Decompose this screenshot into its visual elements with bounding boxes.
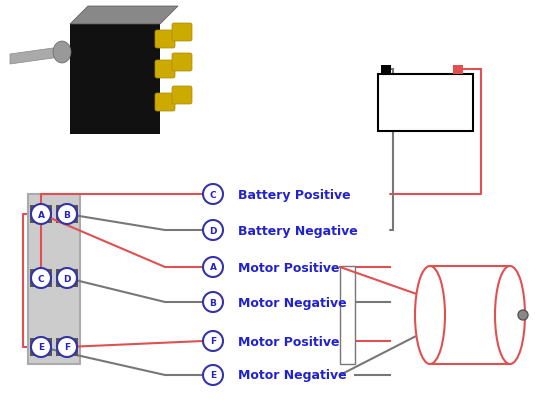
Circle shape: [518, 310, 528, 320]
Circle shape: [31, 337, 51, 357]
Ellipse shape: [53, 42, 71, 64]
Bar: [28, 194, 80, 364]
Text: B: B: [64, 210, 70, 219]
Circle shape: [57, 205, 77, 224]
Circle shape: [203, 365, 223, 385]
Circle shape: [203, 185, 223, 205]
Text: D: D: [209, 226, 217, 235]
Text: E: E: [210, 371, 216, 379]
Ellipse shape: [415, 266, 445, 364]
Polygon shape: [70, 7, 178, 25]
Circle shape: [203, 257, 223, 277]
Circle shape: [203, 292, 223, 312]
Text: A: A: [38, 210, 44, 219]
Text: Motor Positive: Motor Positive: [238, 335, 340, 347]
Circle shape: [57, 269, 77, 288]
FancyBboxPatch shape: [155, 94, 175, 112]
Text: Motor Positive: Motor Positive: [238, 261, 340, 274]
Bar: [378, 75, 473, 132]
Text: Motor Negative: Motor Negative: [238, 296, 347, 309]
Circle shape: [203, 220, 223, 241]
Bar: [30, 269, 52, 287]
Ellipse shape: [495, 266, 525, 364]
FancyBboxPatch shape: [155, 31, 175, 49]
Text: Battery Positive: Battery Positive: [238, 188, 351, 201]
Bar: [56, 205, 78, 224]
Bar: [381, 66, 391, 75]
Circle shape: [57, 337, 77, 357]
FancyBboxPatch shape: [155, 61, 175, 79]
Text: B: B: [210, 298, 216, 307]
FancyBboxPatch shape: [172, 54, 192, 72]
Circle shape: [31, 205, 51, 224]
Bar: [56, 338, 78, 356]
FancyBboxPatch shape: [172, 24, 192, 42]
Circle shape: [31, 269, 51, 288]
FancyBboxPatch shape: [172, 87, 192, 105]
Text: C: C: [210, 190, 216, 199]
Text: D: D: [63, 274, 71, 283]
Text: Battery Negative: Battery Negative: [238, 224, 358, 237]
Bar: [340, 266, 355, 364]
Circle shape: [203, 331, 223, 351]
Text: C: C: [38, 274, 44, 283]
Bar: [30, 205, 52, 224]
Bar: [30, 338, 52, 356]
Text: F: F: [64, 343, 70, 352]
Text: E: E: [38, 343, 44, 352]
Text: Motor Negative: Motor Negative: [238, 369, 347, 382]
Bar: [430, 266, 510, 364]
Polygon shape: [10, 48, 60, 65]
Text: F: F: [210, 337, 216, 345]
Bar: [70, 25, 160, 135]
Text: A: A: [210, 263, 217, 272]
Bar: [453, 66, 463, 75]
Bar: [56, 269, 78, 287]
